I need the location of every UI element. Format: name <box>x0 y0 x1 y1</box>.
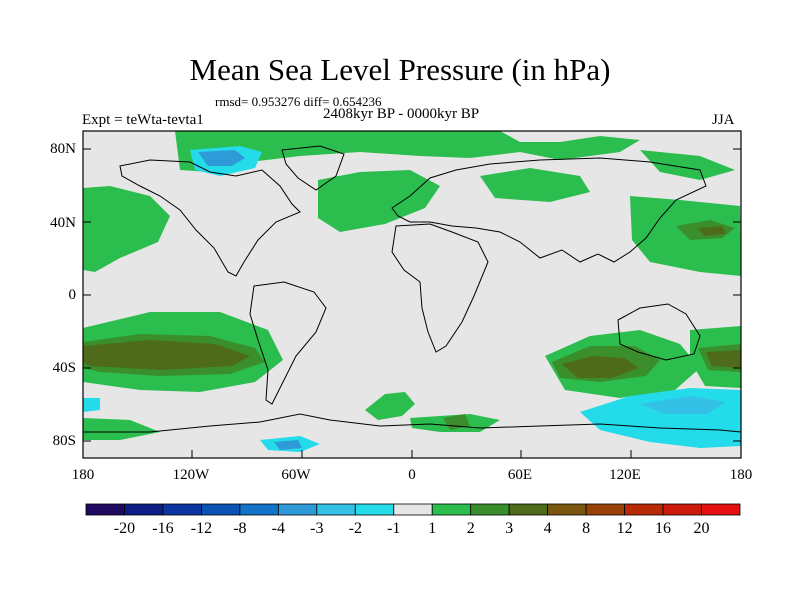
stats-text: rmsd= 0.953276 diff= 0.654236 <box>215 94 382 109</box>
lat-tick-80s: 80S <box>52 433 76 449</box>
south-pacific-peak <box>83 340 250 370</box>
colorbar-swatch <box>201 503 241 516</box>
north-atlantic-positive <box>318 170 440 232</box>
coastline-australia <box>617 303 701 361</box>
south-pacific-antarctic-strip <box>83 418 160 440</box>
indian-ocean-peak <box>562 356 638 378</box>
lon-tick-120e: 120E <box>609 467 641 483</box>
colorbar-swatch <box>162 503 202 516</box>
coastline-eurasia <box>391 157 707 263</box>
southwest-negative-patch <box>83 398 100 412</box>
lon-tick-120w: 120W <box>172 467 210 483</box>
period-label: 2408kyr BP - 0000kyr BP <box>323 106 480 122</box>
colorbar-label: 12 <box>616 520 633 537</box>
west-pacific-peak <box>698 226 726 236</box>
colorbar-swatch <box>662 503 702 516</box>
coastline-africa <box>391 223 489 353</box>
lat-tick-40n: 40N <box>50 215 76 231</box>
lon-tick-180w: 180 <box>71 467 95 483</box>
coastline-greenland <box>281 145 345 191</box>
colorbar-label: -20 <box>113 520 136 537</box>
colorbar-label: -1 <box>387 520 401 537</box>
south-atlantic-positive <box>365 392 415 420</box>
colorbar-swatch <box>316 503 356 516</box>
colorbar-swatch <box>585 503 625 516</box>
colorbar-label: 3 <box>505 520 514 537</box>
coastline-south-america <box>249 281 327 405</box>
colorbar-swatch <box>239 503 279 516</box>
amundsen-negative-core <box>274 440 302 450</box>
arctic-positive-band <box>175 131 640 172</box>
colorbar-swatch <box>624 503 664 516</box>
colorbar-swatch <box>393 503 433 516</box>
lon-tick-60e: 60E <box>507 467 533 483</box>
colorbar <box>85 503 741 516</box>
colorbar-swatch <box>701 503 741 516</box>
pressure-anomaly-field <box>83 131 741 458</box>
lat-tick-0: 0 <box>68 287 77 303</box>
colorbar-swatch <box>508 503 549 516</box>
colorbar-label: 8 <box>582 520 591 537</box>
colorbar-swatch <box>470 503 510 516</box>
southeast-negative-core <box>640 396 725 414</box>
chart-title: Mean Sea Level Pressure (in hPa) <box>189 52 611 87</box>
colorbar-label: -12 <box>190 520 213 537</box>
colorbar-label: 4 <box>543 520 552 537</box>
lat-tick-80n: 80N <box>50 141 76 157</box>
greenland-negative-core <box>198 150 245 166</box>
colorbar-label: 2 <box>466 520 475 537</box>
colorbar-label: 20 <box>693 520 710 537</box>
lon-tick-60w: 60W <box>281 467 311 483</box>
east-siberia-patch <box>640 150 735 180</box>
coastlines <box>83 145 741 433</box>
north-pacific-east-positive <box>83 186 170 272</box>
colorbar-swatch <box>354 503 395 516</box>
season-label: JJA <box>712 112 735 128</box>
lon-tick-0: 0 <box>408 467 416 483</box>
colorbar-swatch <box>431 503 472 516</box>
colorbar-label: -8 <box>233 520 247 537</box>
lat-tick-40s: 40S <box>52 360 76 376</box>
colorbar-label: -4 <box>271 520 285 537</box>
colorbar-swatch <box>547 503 587 516</box>
colorbar-swatch <box>277 503 318 516</box>
colorbar-label: 1 <box>428 520 437 537</box>
colorbar-label: 16 <box>655 520 672 537</box>
central-asia-positive <box>480 168 590 202</box>
coastline-antarctica <box>83 413 741 433</box>
west-pacific-positive <box>630 196 741 276</box>
colorbar-swatch <box>124 503 164 516</box>
colorbar-label: -16 <box>152 520 174 537</box>
colorbar-label: -3 <box>310 520 324 537</box>
lon-tick-180e: 180 <box>729 467 753 483</box>
colorbar-label: -2 <box>348 520 362 537</box>
colorbar-swatch <box>85 503 125 516</box>
tasman-peak <box>706 350 741 368</box>
coastline-north-america <box>119 159 301 277</box>
axis-ticks <box>82 148 742 458</box>
experiment-label: Expt = teWta-tevta1 <box>82 112 204 128</box>
